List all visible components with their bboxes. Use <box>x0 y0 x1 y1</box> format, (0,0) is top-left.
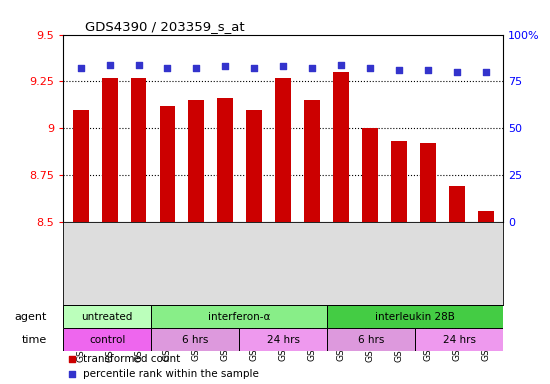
Point <box>192 65 201 71</box>
Point <box>453 69 461 75</box>
Bar <box>449 186 465 222</box>
Text: 24 hrs: 24 hrs <box>267 334 300 344</box>
Point <box>337 61 345 68</box>
Text: time: time <box>22 334 47 344</box>
Point <box>163 65 172 71</box>
Text: 6 hrs: 6 hrs <box>182 334 208 344</box>
Bar <box>130 78 146 222</box>
Point <box>359 172 367 178</box>
Bar <box>362 128 378 222</box>
Bar <box>160 106 175 222</box>
Text: percentile rank within the sample: percentile rank within the sample <box>83 369 259 379</box>
Bar <box>73 109 89 222</box>
Bar <box>239 328 327 351</box>
Bar <box>63 328 151 351</box>
Bar <box>478 211 494 222</box>
Text: interleukin 28B: interleukin 28B <box>375 312 455 322</box>
Bar <box>246 109 262 222</box>
Bar <box>304 100 320 222</box>
Point <box>134 61 143 68</box>
Text: GDS4390 / 203359_s_at: GDS4390 / 203359_s_at <box>85 20 245 33</box>
Bar <box>189 100 205 222</box>
Bar <box>333 72 349 222</box>
Text: interferon-α: interferon-α <box>208 312 271 322</box>
Text: agent: agent <box>15 312 47 322</box>
Point <box>424 67 432 73</box>
Text: untreated: untreated <box>81 312 133 322</box>
Bar <box>415 328 503 351</box>
Bar <box>327 328 415 351</box>
Point <box>395 67 404 73</box>
Point <box>221 63 230 70</box>
Point <box>308 65 317 71</box>
Point <box>279 63 288 70</box>
Point <box>359 304 367 310</box>
Point <box>250 65 258 71</box>
Bar <box>102 78 118 222</box>
Point <box>105 61 114 68</box>
Bar <box>151 305 327 328</box>
Point <box>76 65 85 71</box>
Text: 6 hrs: 6 hrs <box>358 334 384 344</box>
Bar <box>151 328 239 351</box>
Bar <box>63 305 151 328</box>
Bar <box>217 98 233 222</box>
Bar <box>327 305 503 328</box>
Text: transformed count: transformed count <box>83 354 180 364</box>
Bar <box>391 141 407 222</box>
Text: control: control <box>89 334 125 344</box>
Point <box>366 65 375 71</box>
Point <box>481 69 490 75</box>
Bar <box>420 143 436 222</box>
Bar <box>276 78 291 222</box>
Text: 24 hrs: 24 hrs <box>443 334 476 344</box>
